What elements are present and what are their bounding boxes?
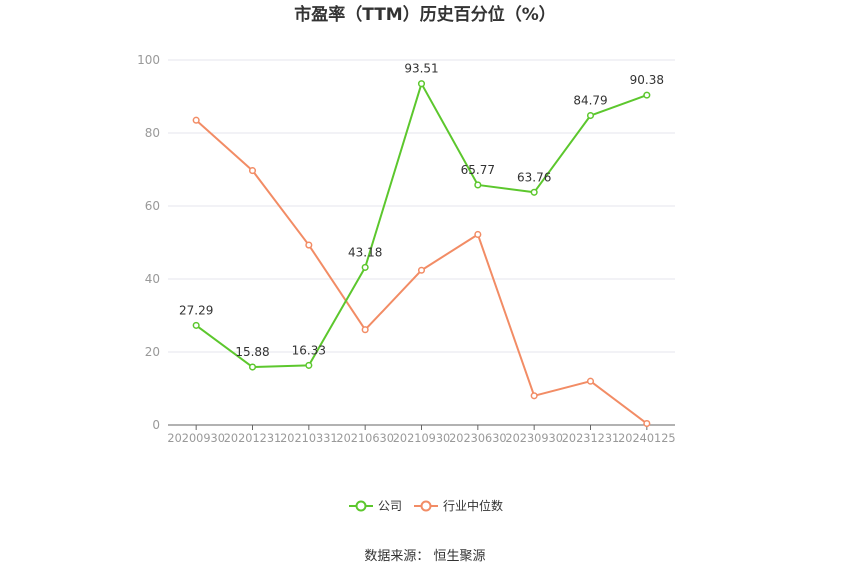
x-tick-label: 20210930 <box>393 432 451 445</box>
x-tick-label: 20230630 <box>449 432 507 445</box>
chart-title: 市盈率（TTM）历史百分位（%） <box>294 4 556 25</box>
data-label: 65.77 <box>461 163 495 177</box>
data-labels: 27.29 15.88 16.33 43.18 93.51 65.77 63.76 84.79… <box>179 62 664 359</box>
y-tick-label: 20 <box>145 345 160 359</box>
legend-swatch-marker <box>420 500 432 512</box>
y-tick-label: 80 <box>145 126 160 140</box>
y-tick-label: 0 <box>152 418 160 432</box>
data-label: 63.76 <box>517 170 551 184</box>
data-label: 84.79 <box>573 94 607 108</box>
grid <box>168 59 675 353</box>
y-tick-label: 60 <box>145 199 160 213</box>
data-label: 15.88 <box>235 345 269 359</box>
data-point <box>361 263 369 271</box>
y-tick-label: 40 <box>145 272 160 286</box>
x-tick-label: 20231231 <box>562 432 620 445</box>
x-tick-label: 20201231 <box>224 432 282 445</box>
data-point <box>530 188 538 196</box>
data-point <box>192 116 200 124</box>
x-tick-label: 20240125 <box>618 432 676 445</box>
data-point <box>417 266 426 274</box>
legend-label: 公司 <box>378 499 402 513</box>
data-point <box>305 361 313 369</box>
data-label: 16.33 <box>292 343 326 357</box>
y-tick-label: 100 <box>137 53 160 67</box>
x-tick-label: 20200930 <box>167 432 225 445</box>
series-line-0 <box>195 82 648 369</box>
data-point <box>643 419 651 428</box>
legend-label: 行业中位数 <box>443 498 503 513</box>
data-point <box>192 321 200 329</box>
data-point <box>305 241 313 249</box>
data-label: 27.29 <box>179 303 213 317</box>
data-label: 43.18 <box>348 245 382 259</box>
data-point <box>361 326 369 334</box>
data-label: 90.38 <box>630 73 664 87</box>
legend[interactable]: 公司 行业中位数 <box>349 498 503 513</box>
data-point <box>474 230 482 239</box>
data-point <box>417 80 426 88</box>
data-point <box>586 377 595 385</box>
data-point <box>474 181 482 189</box>
series <box>192 80 651 428</box>
data-point <box>248 167 257 175</box>
data-point <box>530 392 538 400</box>
x-tick-label: 20210630 <box>336 432 394 445</box>
data-point <box>643 91 651 99</box>
data-label: 93.51 <box>404 62 438 76</box>
data-point <box>586 111 595 120</box>
data-source: 数据来源： 恒生聚源 <box>364 549 485 564</box>
x-tick-label: 20210331 <box>280 432 338 445</box>
legend-swatch-marker <box>355 500 367 512</box>
axes: 0204060801002020093020201231202103312021… <box>137 53 675 445</box>
data-point <box>248 363 257 371</box>
x-tick-label: 20230930 <box>505 432 563 445</box>
